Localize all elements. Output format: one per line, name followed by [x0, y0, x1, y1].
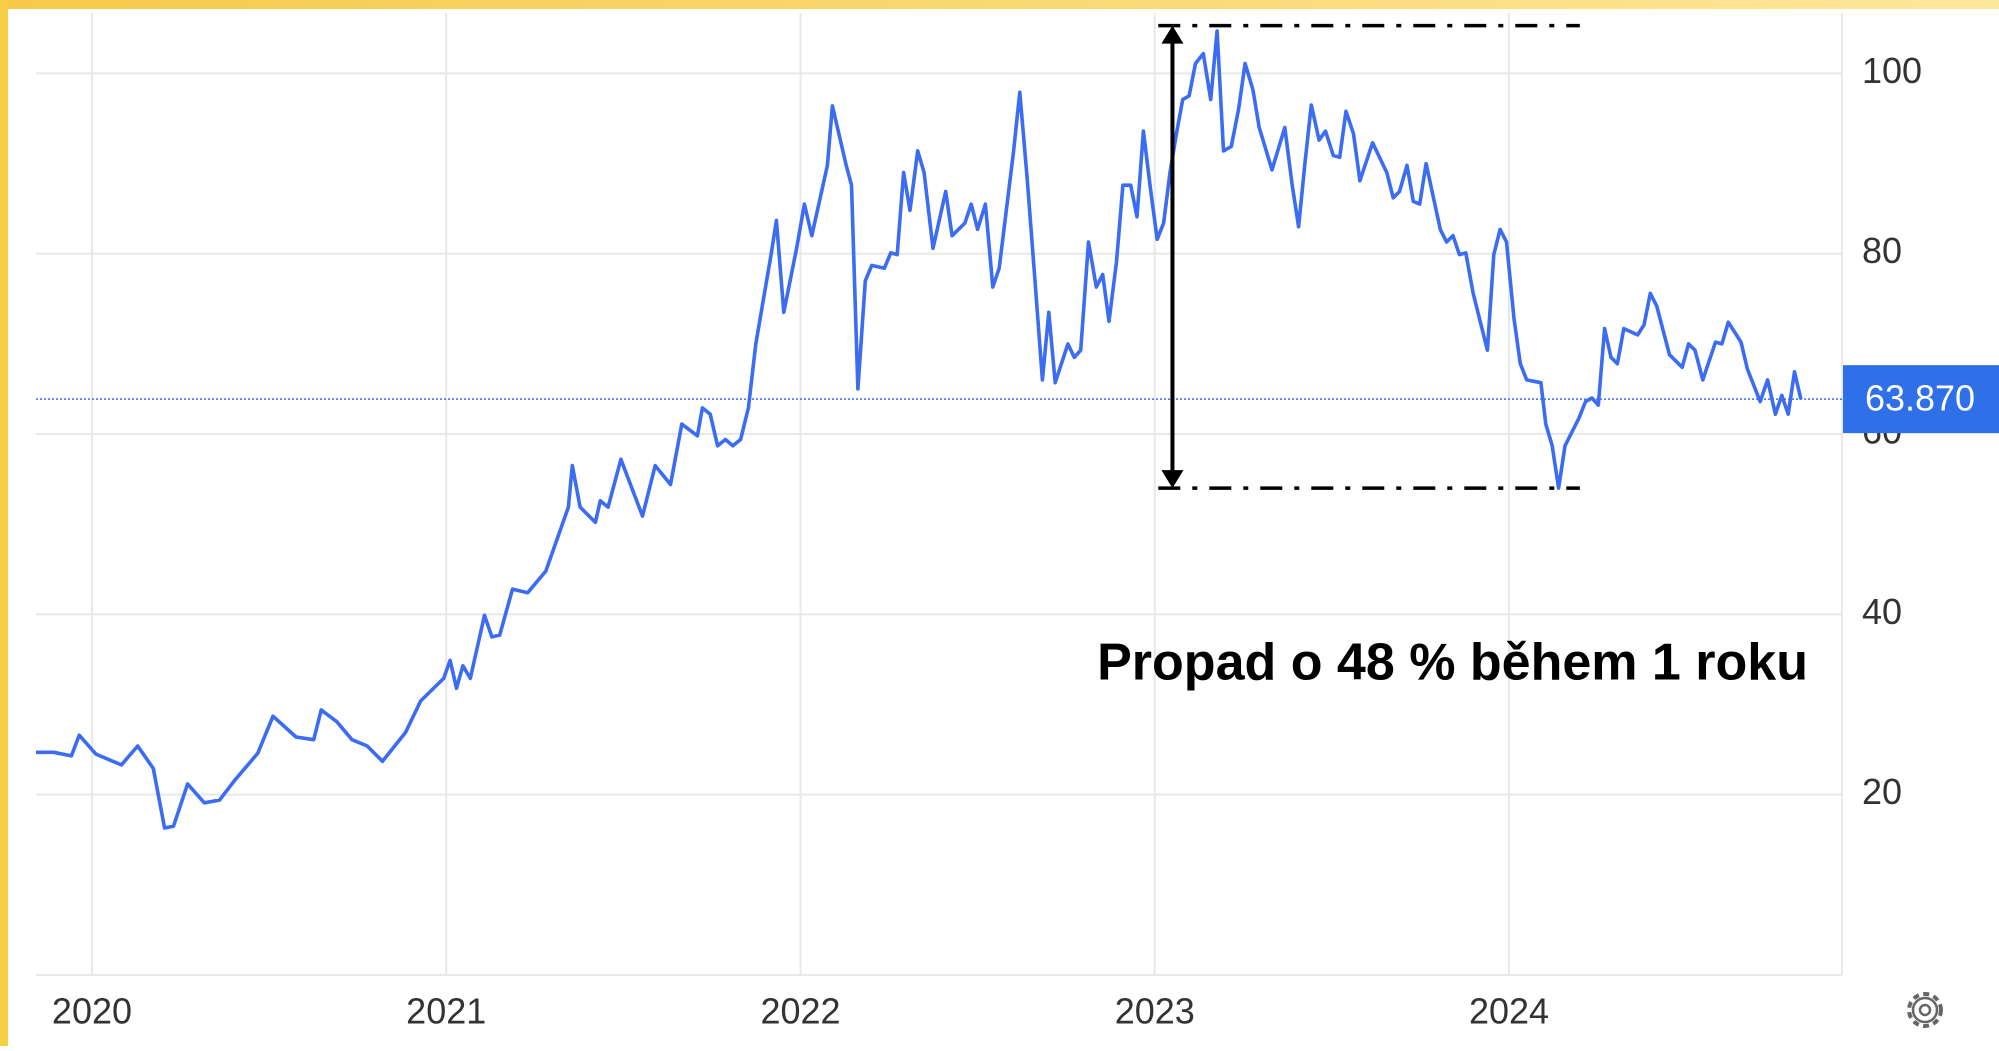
y-tick-label: 100: [1862, 50, 1922, 91]
left-border: [0, 0, 8, 1046]
gear-hole: [1918, 1003, 1932, 1017]
arrow-head-bottom: [1161, 470, 1184, 489]
y-tick-label: 20: [1862, 771, 1902, 812]
grid: [36, 13, 1842, 975]
arrow-head-top: [1161, 25, 1184, 44]
x-tick-label: 2023: [1115, 991, 1195, 1032]
annotation-text: Propad o 48 % během 1 roku: [1097, 634, 1808, 692]
current-value-label: 63.870: [1865, 378, 1975, 419]
y-tick-label: 40: [1862, 591, 1902, 632]
gear-ring: [1911, 996, 1939, 1024]
x-tick-label: 2022: [760, 991, 840, 1032]
x-tick-label: 2024: [1469, 991, 1549, 1032]
y-tick-label: 80: [1862, 230, 1902, 271]
marks: [36, 29, 1842, 830]
x-tick-label: 2020: [52, 991, 132, 1032]
x-tick-label: 2021: [406, 991, 486, 1032]
top-border: [0, 0, 1999, 9]
gear-outer: [1907, 992, 1943, 1028]
current-value-box: [1843, 365, 1999, 434]
settings-icon[interactable]: [1907, 992, 1943, 1028]
price-line: [36, 29, 1803, 830]
